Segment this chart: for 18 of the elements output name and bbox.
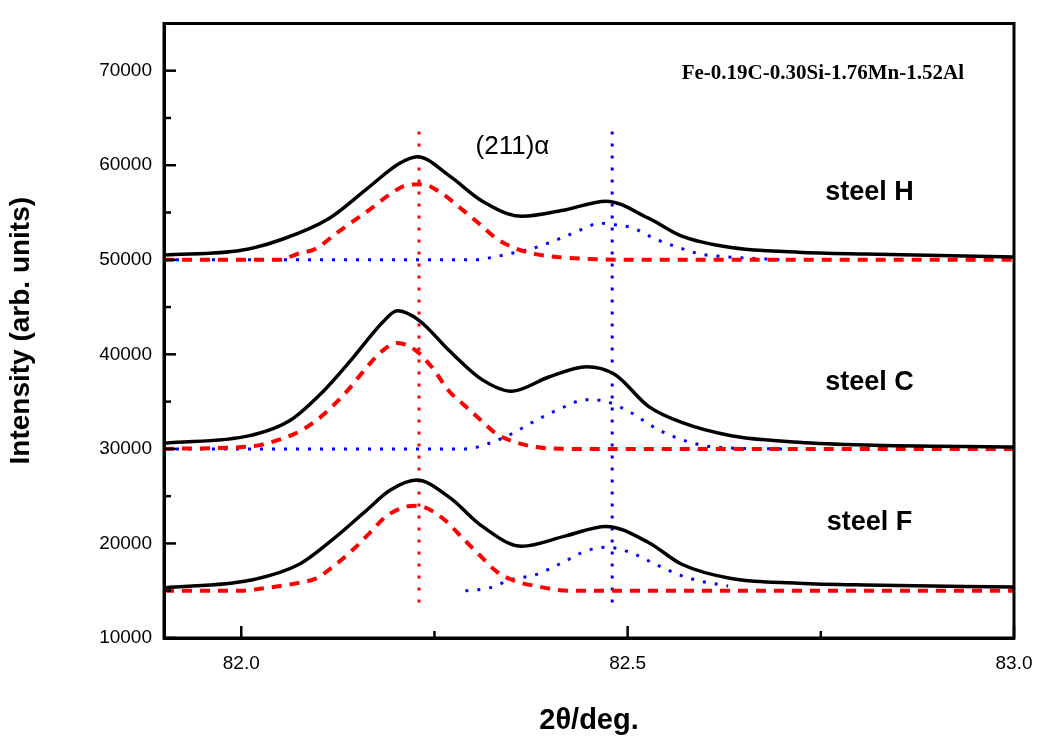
text: Fe-0.19C-0.30Si-1.76Mn-1.52Al — [681, 59, 965, 84]
x-tick-label: 83.0 — [995, 651, 1033, 673]
series-label: steel F — [826, 505, 913, 536]
series-label: steel H — [825, 175, 914, 206]
line-series — [463, 545, 730, 593]
y-tick-label: 50000 — [99, 248, 152, 270]
series-label: steel C — [825, 365, 914, 396]
y-tick-label: 20000 — [99, 531, 152, 553]
x-axis-title: 2θ/deg. — [539, 702, 639, 735]
y-tick-label: 70000 — [99, 58, 152, 80]
y-tick-label: 10000 — [99, 626, 152, 648]
y-tick-label: 30000 — [99, 437, 152, 459]
annotation: (211)α — [475, 129, 550, 160]
y-tick-label: 60000 — [99, 153, 152, 175]
x-tick-label: 82.0 — [222, 651, 260, 673]
x-tick-label: 82.5 — [609, 651, 647, 673]
y-axis-title: Intensity (arb. units) — [3, 196, 35, 465]
y-tick-label: 40000 — [99, 342, 152, 364]
